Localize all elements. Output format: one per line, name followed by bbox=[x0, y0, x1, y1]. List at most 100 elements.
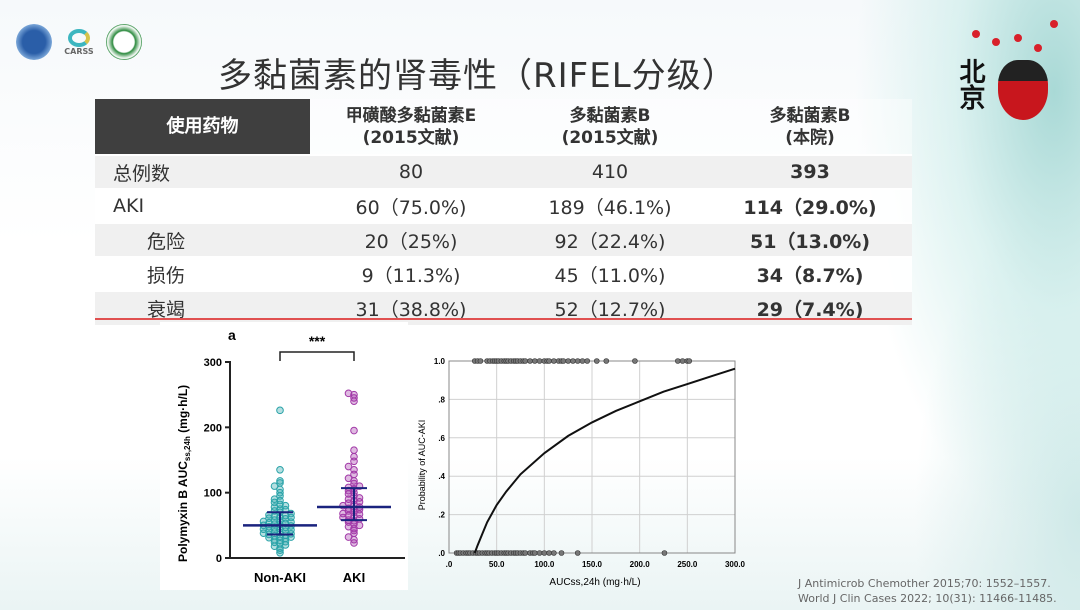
data-point bbox=[593, 358, 600, 364]
data-point bbox=[532, 550, 538, 556]
data-point bbox=[546, 358, 552, 364]
logo-group: CARSS bbox=[16, 24, 142, 60]
data-point bbox=[270, 535, 279, 544]
data-point bbox=[281, 501, 290, 510]
x-axis-label: AUCss,24h (mg·h/L) bbox=[549, 577, 640, 588]
x-tick-label: 300.0 bbox=[725, 560, 746, 569]
probability-chart: Probability of AUC-AKI AUCss,24h (mg·h/L… bbox=[417, 357, 746, 588]
data-point bbox=[536, 358, 543, 364]
y-tick-label: .8 bbox=[438, 395, 445, 404]
data-point bbox=[344, 495, 353, 503]
header-cms: 甲磺酸多黏菌素E (2015文献) bbox=[310, 99, 512, 155]
data-point bbox=[276, 406, 284, 415]
x-tick-label: 250.0 bbox=[677, 560, 698, 569]
data-point bbox=[270, 482, 279, 490]
data-point bbox=[679, 358, 686, 364]
data-point bbox=[522, 358, 529, 364]
data-point bbox=[674, 358, 681, 364]
significance-bracket bbox=[279, 351, 355, 361]
data-point bbox=[276, 479, 284, 487]
data-point bbox=[603, 358, 610, 364]
data-point bbox=[532, 358, 538, 364]
y-tick-label: .6 bbox=[438, 434, 445, 443]
table-row: 总例数 80 410 393 bbox=[95, 154, 912, 189]
carss-logo: CARSS bbox=[62, 24, 96, 60]
data-point bbox=[536, 550, 543, 556]
data-point bbox=[579, 358, 586, 364]
y-tick-label: 200 bbox=[204, 422, 222, 434]
data-point bbox=[350, 466, 358, 474]
y-tick-label: 0 bbox=[216, 553, 222, 565]
data-point bbox=[632, 358, 638, 364]
references: J Antimicrob Chemother 2015;70: 1552–155… bbox=[798, 576, 1057, 606]
x-tick-label: .0 bbox=[446, 560, 453, 569]
data-point bbox=[350, 390, 358, 399]
y-axis-label: Probability of AUC-AKI bbox=[417, 420, 427, 511]
x-tick-label: 50.0 bbox=[489, 560, 505, 569]
data-point bbox=[570, 358, 576, 364]
data-point bbox=[276, 466, 284, 474]
data-point bbox=[344, 474, 353, 483]
data-point bbox=[574, 358, 581, 364]
data-point bbox=[350, 479, 358, 488]
beijing-opera-logo: 北京 bbox=[952, 20, 1062, 130]
plot-frame bbox=[448, 360, 736, 554]
data-point bbox=[344, 462, 353, 471]
data-point bbox=[522, 550, 529, 556]
reference-2: World J Clin Cases 2022; 10(31): 11466-1… bbox=[798, 592, 1057, 605]
beijing-text: 北京 bbox=[955, 58, 985, 110]
data-point bbox=[584, 358, 591, 364]
y-tick-label: 100 bbox=[204, 488, 222, 500]
table-row: 损伤 9（11.3%) 45（11.0%) 34（8.7%) bbox=[95, 256, 912, 291]
page-title: 多黏菌素的肾毒性（RIFEL分级） bbox=[218, 56, 737, 96]
data-point bbox=[661, 550, 668, 556]
carss-logo-text: CARSS bbox=[64, 46, 94, 56]
panel-label: a bbox=[228, 327, 236, 343]
reference-1: J Antimicrob Chemother 2015;70: 1552–155… bbox=[798, 577, 1051, 590]
x-tick-label: 100.0 bbox=[534, 560, 555, 569]
hospital-logo bbox=[106, 24, 142, 60]
significance-label: *** bbox=[309, 333, 326, 349]
fit-curve bbox=[473, 367, 736, 554]
data-point bbox=[350, 452, 358, 461]
data-point bbox=[276, 500, 284, 509]
x-tick-label: AKI bbox=[343, 570, 365, 585]
data-point bbox=[355, 498, 364, 506]
header-pmb-lit: 多黏菌素B (2015文献) bbox=[512, 99, 708, 155]
data-point bbox=[276, 536, 284, 545]
data-point bbox=[355, 494, 364, 502]
data-point bbox=[565, 358, 571, 364]
data-point bbox=[344, 533, 353, 541]
data-point bbox=[541, 550, 548, 556]
data-point bbox=[270, 495, 279, 503]
data-point bbox=[287, 513, 295, 522]
x-tick-label: Non-AKI bbox=[254, 570, 306, 585]
table-bottom-rule bbox=[95, 318, 912, 320]
opera-mask-icon bbox=[998, 60, 1048, 120]
data-point bbox=[527, 358, 533, 364]
header-drug: 使用药物 bbox=[95, 99, 310, 155]
x-tick-label: 150.0 bbox=[582, 560, 603, 569]
data-point bbox=[560, 358, 567, 364]
x-tick-label: 200.0 bbox=[630, 560, 651, 569]
data-point bbox=[350, 426, 358, 435]
data-point bbox=[551, 358, 557, 364]
data-point bbox=[477, 358, 484, 364]
data-point bbox=[270, 516, 279, 524]
y-tick-label: .2 bbox=[438, 511, 445, 520]
data-point bbox=[686, 358, 693, 364]
data-point bbox=[574, 550, 581, 556]
y-tick-label: .4 bbox=[438, 472, 445, 481]
data-point bbox=[344, 389, 353, 398]
data-point bbox=[546, 550, 552, 556]
y-axis-label: Polymyxin B AUCss,24h (mg·h/L) bbox=[176, 385, 192, 562]
table-row: AKI 60（75.0%) 189（46.1%) 114（29.0%) bbox=[95, 188, 912, 223]
data-point bbox=[276, 477, 284, 485]
association-logo bbox=[16, 24, 52, 60]
data-point bbox=[350, 446, 358, 454]
y-tick-label: 300 bbox=[204, 357, 222, 369]
y-tick-label: .0 bbox=[438, 549, 445, 558]
data-point bbox=[551, 550, 557, 556]
nephrotoxicity-table: 使用药物 甲磺酸多黏菌素E (2015文献) 多黏菌素B (2015文献) 多黏菌素… bbox=[95, 99, 912, 325]
auc-scatter-chart: a *** Polymyxin B AUCss,24h (mg·h/L) 0 10… bbox=[160, 322, 408, 590]
